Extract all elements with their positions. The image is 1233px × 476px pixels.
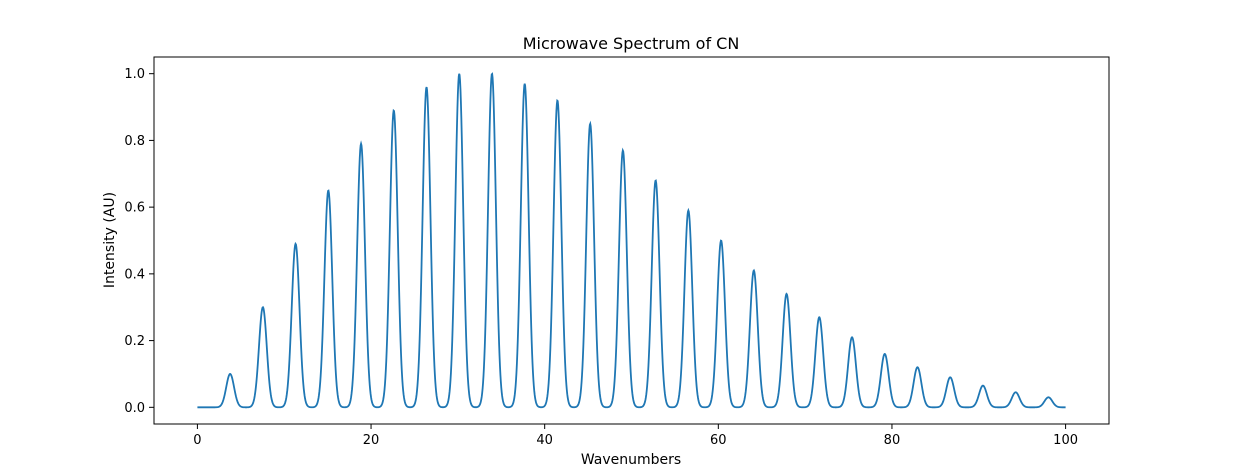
plot-area — [153, 56, 1110, 425]
x-tick-label: 100 — [1053, 433, 1078, 448]
chart-title: Microwave Spectrum of CN — [523, 34, 740, 53]
y-axis-label: Intensity (AU) — [102, 192, 118, 288]
y-tick-label: 0.2 — [124, 334, 145, 349]
y-axis-ticks: 0.0 0.2 0.4 0.6 0.8 1.0 — [124, 67, 154, 416]
spectrum-line — [197, 72, 1066, 409]
x-tick-label: 20 — [363, 433, 380, 448]
y-tick-label: 0.0 — [124, 401, 145, 416]
y-tick-label: 0.4 — [124, 267, 145, 282]
y-tick-label: 0.8 — [124, 134, 145, 149]
x-tick-label: 40 — [536, 433, 553, 448]
x-axis-label: Wavenumbers — [581, 452, 681, 468]
x-tick-label: 60 — [710, 433, 727, 448]
y-tick-label: 1.0 — [124, 67, 145, 82]
x-tick-label: 0 — [193, 433, 201, 448]
x-axis-ticks: 0 20 40 60 80 100 — [193, 424, 1078, 448]
y-tick-label: 0.6 — [124, 201, 145, 216]
x-tick-label: 80 — [884, 433, 901, 448]
